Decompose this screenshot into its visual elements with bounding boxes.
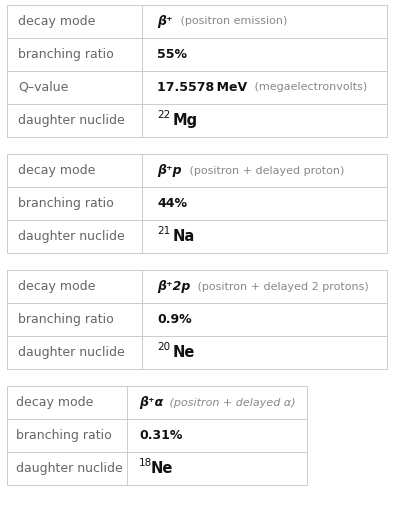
Text: (positron + delayed proton): (positron + delayed proton) bbox=[186, 166, 344, 176]
Text: 0.9%: 0.9% bbox=[157, 313, 192, 326]
Text: branching ratio: branching ratio bbox=[16, 429, 112, 442]
Text: 21: 21 bbox=[157, 226, 170, 235]
Text: β⁺2p: β⁺2p bbox=[157, 280, 190, 293]
Text: (positron emission): (positron emission) bbox=[177, 17, 287, 26]
Text: β⁺α: β⁺α bbox=[139, 396, 163, 409]
Text: Na: Na bbox=[172, 229, 195, 244]
Text: Q–value: Q–value bbox=[19, 81, 69, 94]
Text: 18: 18 bbox=[139, 458, 152, 468]
Text: 55%: 55% bbox=[157, 48, 187, 61]
Text: daughter nuclide: daughter nuclide bbox=[19, 114, 125, 127]
Text: branching ratio: branching ratio bbox=[19, 197, 114, 210]
Text: β⁺p: β⁺p bbox=[157, 164, 182, 177]
Text: β⁺: β⁺ bbox=[157, 15, 173, 28]
Text: decay mode: decay mode bbox=[19, 15, 96, 28]
Text: branching ratio: branching ratio bbox=[19, 48, 114, 61]
Text: decay mode: decay mode bbox=[16, 396, 93, 409]
Text: 0.31%: 0.31% bbox=[139, 429, 182, 442]
Text: daughter nuclide: daughter nuclide bbox=[16, 462, 123, 475]
Text: Ne: Ne bbox=[151, 461, 173, 476]
Text: daughter nuclide: daughter nuclide bbox=[19, 230, 125, 243]
Text: daughter nuclide: daughter nuclide bbox=[19, 346, 125, 359]
Text: 22: 22 bbox=[157, 110, 170, 120]
Text: 20: 20 bbox=[157, 341, 170, 351]
Text: (positron + delayed 2 protons): (positron + delayed 2 protons) bbox=[194, 281, 369, 291]
Text: Mg: Mg bbox=[172, 113, 197, 128]
Text: branching ratio: branching ratio bbox=[19, 313, 114, 326]
Text: decay mode: decay mode bbox=[19, 280, 96, 293]
Text: 17.5578 MeV: 17.5578 MeV bbox=[157, 81, 247, 94]
Text: decay mode: decay mode bbox=[19, 164, 96, 177]
Text: Ne: Ne bbox=[172, 345, 195, 360]
Text: (megaelectronvolts): (megaelectronvolts) bbox=[251, 82, 367, 92]
Text: 44%: 44% bbox=[157, 197, 187, 210]
Text: (positron + delayed α): (positron + delayed α) bbox=[166, 397, 296, 408]
